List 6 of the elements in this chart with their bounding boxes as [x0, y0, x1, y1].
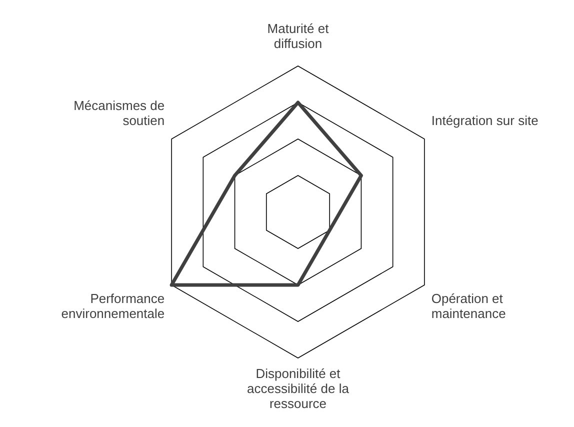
- spoke-label: Maturité et diffusion: [267, 21, 330, 51]
- spoke-label: Opération et maintenance: [431, 291, 506, 321]
- spoke-label: Intégration sur site: [431, 113, 538, 128]
- spoke-label: Disponibilité et accessibilité de la ressource: [247, 366, 350, 411]
- spoke-label: Mécanismes de soutien: [74, 98, 165, 128]
- spoke-label: Performance environnementale: [61, 291, 165, 321]
